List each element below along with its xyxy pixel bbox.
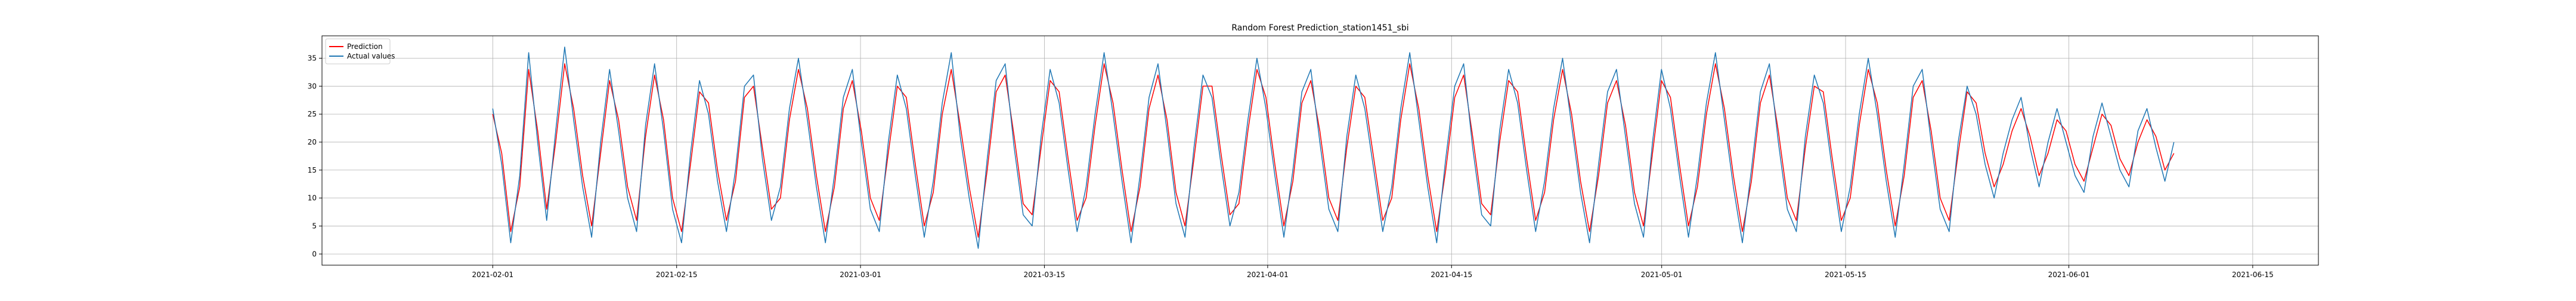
y-tick-label: 10 <box>308 194 317 202</box>
x-tick-label: 2021-06-15 <box>2232 271 2274 279</box>
x-tick-label: 2021-04-01 <box>1247 271 1289 279</box>
y-tick-label: 25 <box>308 110 317 118</box>
y-axis: 0 5 10 15 20 25 30 35 <box>308 54 322 258</box>
legend-label: Actual values <box>347 52 395 60</box>
plot-area <box>321 35 2319 266</box>
series-line-actual-values <box>492 46 2175 249</box>
y-tick-label: 30 <box>308 82 317 90</box>
x-axis: 2021-02-01 2021-02-15 2021-03-01 2021-03-15… <box>472 265 2274 279</box>
series-layer <box>492 46 2175 249</box>
x-tick-label: 2021-02-01 <box>472 271 513 279</box>
x-tick-label: 2021-06-01 <box>2048 271 2090 279</box>
x-tick-label: 2021-03-15 <box>1024 271 1066 279</box>
series-line-prediction <box>492 63 2175 238</box>
x-tick-label: 2021-03-01 <box>840 271 881 279</box>
y-tick-label: 35 <box>308 54 317 62</box>
grid <box>322 36 2318 265</box>
x-tick-label: 2021-05-15 <box>1825 271 1866 279</box>
y-tick-label: 0 <box>312 250 317 258</box>
x-tick-label: 2021-02-15 <box>656 271 698 279</box>
chart-title: Random Forest Prediction_station1451_sbi <box>1231 23 1408 33</box>
legend-box <box>325 38 391 64</box>
y-tick-label: 20 <box>308 138 317 146</box>
legend-label: Prediction <box>347 42 383 51</box>
x-tick-label: 2021-05-01 <box>1641 271 1683 279</box>
y-tick-label: 15 <box>308 166 317 174</box>
x-tick-label: 2021-04-15 <box>1431 271 1472 279</box>
y-tick-label: 5 <box>312 222 317 230</box>
